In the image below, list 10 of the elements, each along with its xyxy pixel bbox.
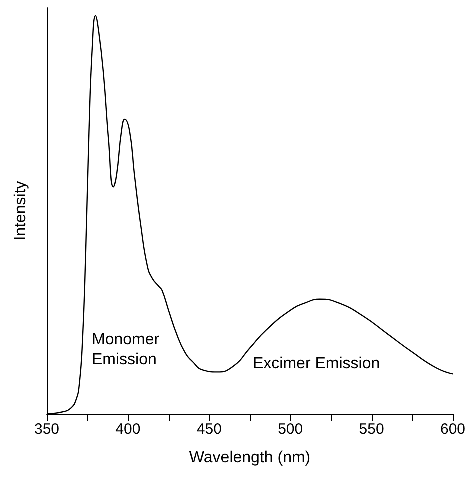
x-tick-label: 400 [116,421,141,438]
annotation: Excimer Emission [253,356,380,372]
x-tick-label: 600 [440,421,466,438]
x-tick-label: 450 [196,421,222,438]
x-tick-label: 350 [34,421,60,438]
x-tick-label: 500 [278,421,304,438]
annotation: Monomer Emission [92,332,160,368]
x-axis-title: Wavelength (nm) [189,450,311,466]
x-tick-label: 550 [359,421,384,438]
y-axis-title: Intensity [12,181,30,241]
